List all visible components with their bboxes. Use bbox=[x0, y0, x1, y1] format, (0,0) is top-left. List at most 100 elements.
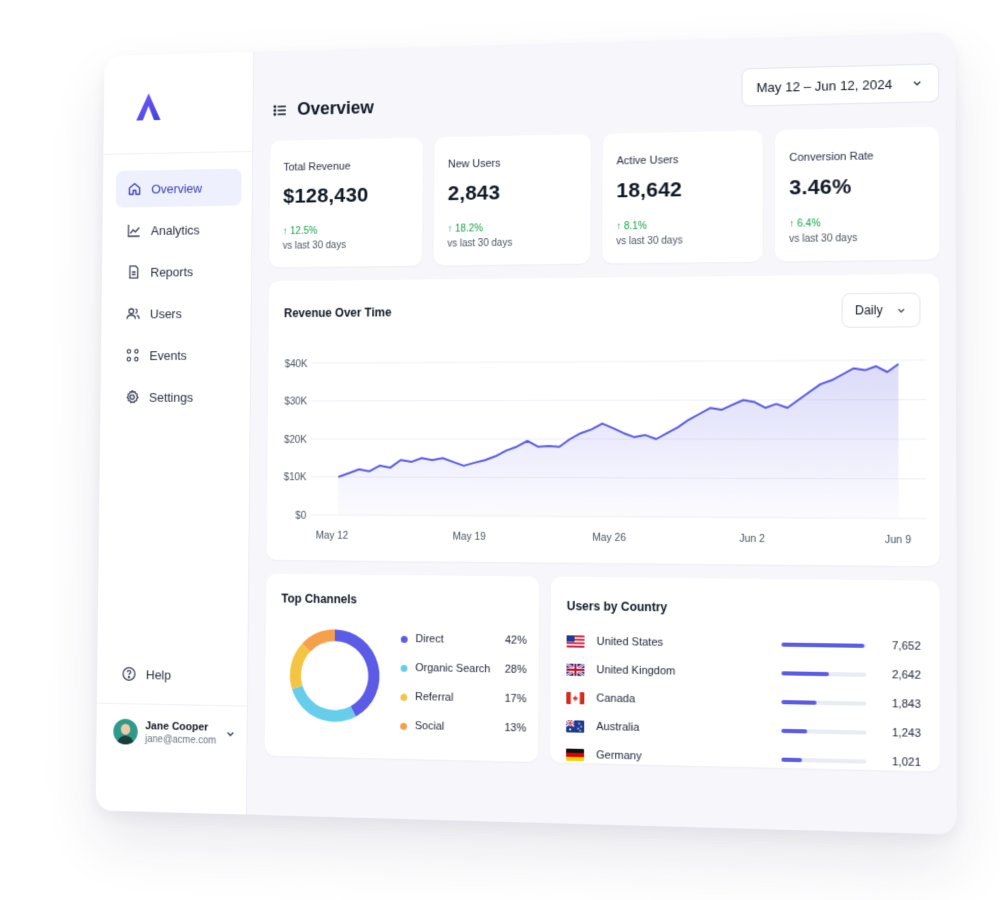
legend-item: Referral 17% bbox=[400, 691, 526, 705]
help-icon bbox=[121, 666, 136, 682]
sidebar-item-reports[interactable]: Reports bbox=[115, 252, 241, 290]
kpi-delta: ↑ 18.2% bbox=[447, 222, 576, 235]
country-value: 2,642 bbox=[866, 669, 920, 682]
revenue-chart-card: $0 $10K $20K $30K $40K May 12 May 19 May 26 Jun … bbox=[266, 274, 939, 566]
x-tick-label: May 12 bbox=[316, 531, 349, 542]
country-bar-fill bbox=[781, 700, 817, 705]
page-header: Overview bbox=[272, 97, 374, 120]
top-channels-title: Top Channels bbox=[281, 592, 357, 607]
country-list: United States 7,652 United Kingdom 2,642 Can… bbox=[551, 577, 940, 581]
country-value: 7,652 bbox=[866, 640, 920, 653]
legend-dot bbox=[400, 722, 407, 729]
donut-slice-direct[interactable] bbox=[334, 630, 380, 717]
country-bar-fill bbox=[781, 758, 801, 763]
y-tick-label: $30K bbox=[284, 397, 307, 408]
user-email: jane@acme.com bbox=[145, 734, 216, 746]
sidebar: Overview Analytics Reports Users Events bbox=[96, 52, 255, 815]
kpi-card-total-revenue: Total Revenue $128,430 ↑ 12.5% vs last 3… bbox=[269, 138, 423, 268]
sidebar-item-settings[interactable]: Settings bbox=[113, 378, 239, 415]
country-name: Australia bbox=[596, 721, 759, 737]
country-row: United Kingdom 2,642 bbox=[566, 660, 920, 687]
x-tick-label: Jun 9 bbox=[885, 535, 912, 547]
page-title: Overview bbox=[297, 97, 374, 119]
help-label: Help bbox=[146, 667, 171, 682]
chevron-down-icon[interactable] bbox=[225, 728, 237, 740]
report-icon bbox=[126, 264, 141, 280]
legend-percent: 42% bbox=[505, 634, 527, 646]
home-icon bbox=[127, 181, 142, 197]
revenue-chart-title: Revenue Over Time bbox=[284, 305, 392, 320]
legend-percent: 17% bbox=[505, 693, 527, 706]
kpi-card-new-users: New Users 2,843 ↑ 18.2% vs last 30 days bbox=[434, 134, 591, 266]
legend-label: Social bbox=[415, 720, 444, 733]
country-bar-track bbox=[781, 700, 866, 706]
country-name: Germany bbox=[596, 749, 759, 765]
list-icon[interactable] bbox=[272, 102, 287, 118]
user-name: Jane Cooper bbox=[145, 720, 216, 733]
sidebar-item-label: Reports bbox=[150, 264, 193, 279]
legend-label: Organic Search bbox=[415, 662, 490, 675]
kpi-delta: ↑ 8.1% bbox=[616, 219, 748, 232]
country-bar-track bbox=[781, 671, 866, 677]
kpi-label: Total Revenue bbox=[283, 159, 409, 173]
events-icon bbox=[125, 347, 140, 363]
legend-item: Social 13% bbox=[400, 720, 526, 735]
user-menu[interactable]: Jane Cooper jane@acme.com bbox=[113, 719, 236, 747]
legend-item: Organic Search 28% bbox=[401, 662, 527, 676]
legend-item: Direct 42% bbox=[401, 633, 527, 647]
country-bar-track bbox=[781, 643, 866, 648]
y-tick-label: $0 bbox=[295, 511, 307, 522]
flag-us-icon bbox=[567, 635, 585, 647]
users-icon bbox=[126, 306, 141, 322]
sidebar-item-overview[interactable]: Overview bbox=[116, 169, 242, 208]
gear-icon bbox=[125, 389, 140, 405]
country-bar-fill bbox=[781, 671, 828, 676]
logo-icon bbox=[130, 87, 168, 126]
y-tick-label: $40K bbox=[285, 359, 308, 370]
kpi-card-active-users: Active Users 18,642 ↑ 8.1% vs last 30 da… bbox=[602, 130, 763, 263]
date-range-picker[interactable]: May 12 – Jun 12, 2024 bbox=[741, 63, 939, 106]
kpi-cards: Total Revenue $128,430 ↑ 12.5% vs last 3… bbox=[269, 127, 939, 268]
sidebar-item-users[interactable]: Users bbox=[114, 294, 240, 332]
flag-gb-icon bbox=[566, 664, 584, 676]
kpi-card-conversion-rate: Conversion Rate 3.46% ↑ 6.4% vs last 30 … bbox=[775, 127, 939, 262]
country-bar-fill bbox=[781, 643, 863, 648]
x-tick-label: Jun 2 bbox=[739, 534, 765, 546]
legend-label: Referral bbox=[415, 691, 453, 704]
flag-ca-icon bbox=[566, 692, 584, 704]
country-row: Australia 1,243 bbox=[566, 716, 921, 744]
users-by-country-card: Users by Country United States 7,652 Unite… bbox=[550, 577, 940, 772]
y-tick-label: $10K bbox=[284, 473, 308, 484]
sidebar-item-label: Settings bbox=[149, 390, 193, 405]
chevron-down-icon bbox=[911, 77, 923, 90]
kpi-value: 2,843 bbox=[448, 180, 577, 206]
user-info: Jane Cooper jane@acme.com bbox=[145, 720, 216, 746]
trend-icon bbox=[127, 223, 142, 239]
country-value: 1,021 bbox=[866, 755, 920, 769]
country-row: Canada 1,843 bbox=[566, 688, 921, 715]
kpi-delta: ↑ 12.5% bbox=[283, 224, 409, 237]
divider bbox=[103, 151, 252, 155]
date-range-value: May 12 – Jun 12, 2024 bbox=[756, 76, 892, 94]
sidebar-item-events[interactable]: Events bbox=[114, 336, 240, 374]
country-name: Canada bbox=[596, 692, 758, 707]
x-tick-label: May 19 bbox=[453, 532, 487, 543]
sidebar-nav: Overview Analytics Reports Users Events bbox=[113, 169, 241, 421]
donut-slice-referral[interactable] bbox=[290, 643, 311, 689]
kpi-delta: ↑ 6.4% bbox=[789, 217, 924, 230]
country-bar-fill bbox=[781, 729, 806, 734]
channels-donut-chart bbox=[278, 617, 391, 734]
help-link[interactable]: Help bbox=[121, 666, 171, 683]
country-name: United States bbox=[597, 636, 759, 651]
kpi-value: $128,430 bbox=[283, 183, 409, 209]
country-value: 1,843 bbox=[866, 697, 920, 710]
donut-slice-organic-search[interactable] bbox=[292, 686, 356, 723]
main-content: Overview May 12 – Jun 12, 2024 Total Rev… bbox=[247, 32, 957, 834]
sidebar-item-label: Users bbox=[150, 306, 182, 321]
granularity-select[interactable]: Daily bbox=[842, 292, 921, 327]
channels-legend: Direct 42% Organic Search 28% Referral 17% Soc… bbox=[266, 574, 539, 577]
country-row: United States 7,652 bbox=[567, 631, 921, 657]
top-channels-card: Top Channels Direct 42% Organic Search 28% R… bbox=[265, 574, 539, 762]
sidebar-item-analytics[interactable]: Analytics bbox=[115, 210, 241, 249]
country-bar-track bbox=[781, 758, 866, 764]
